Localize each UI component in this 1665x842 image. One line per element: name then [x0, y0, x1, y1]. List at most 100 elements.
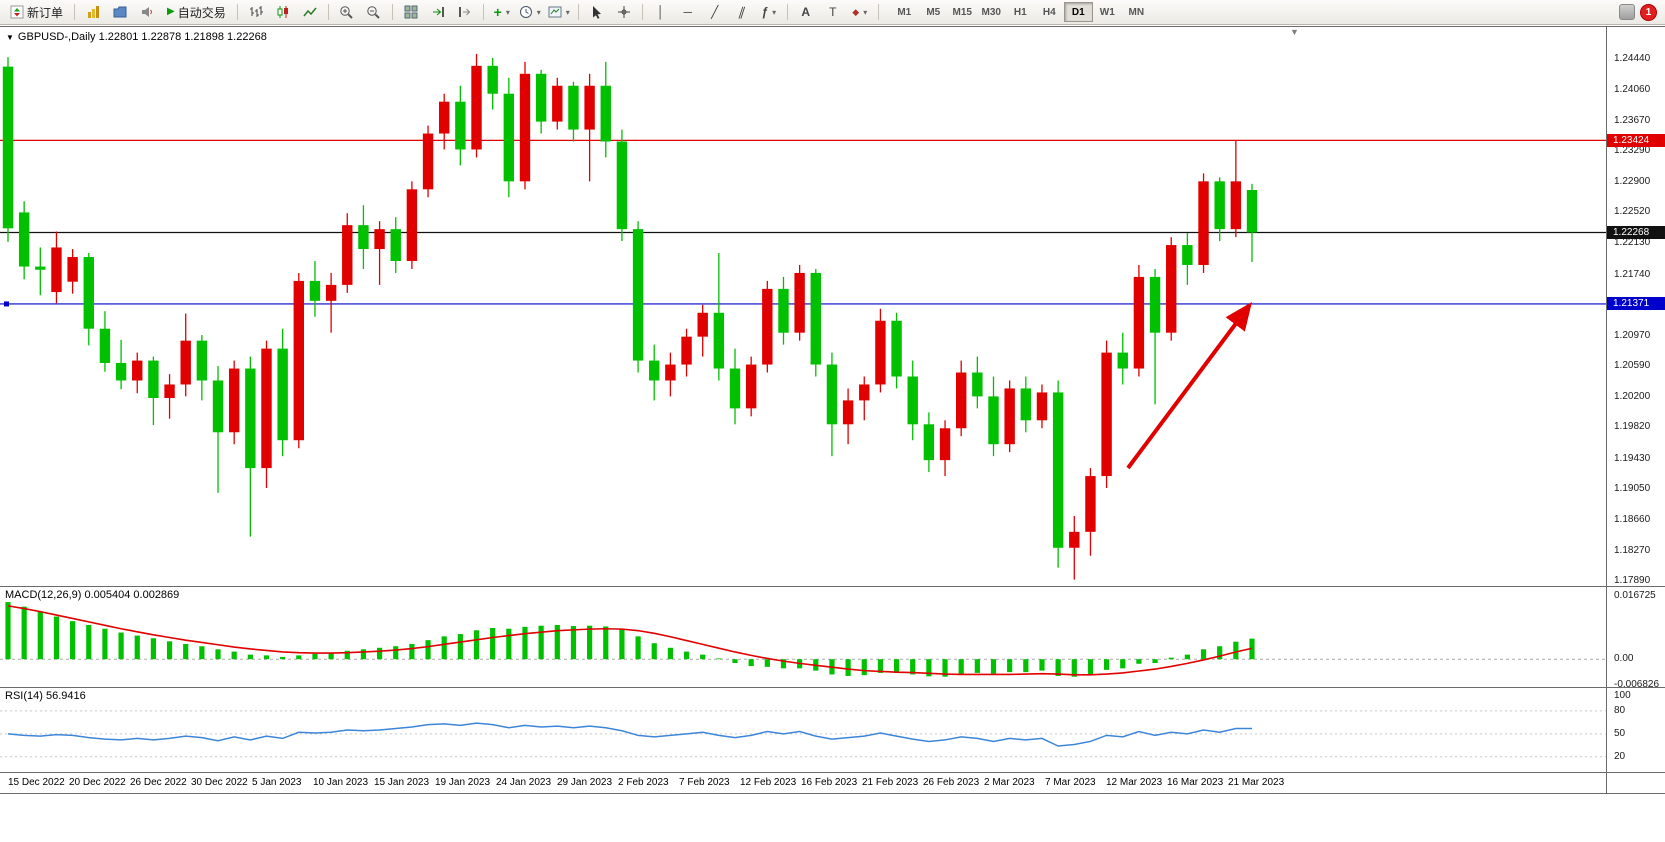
main-chart[interactable]: [0, 26, 1606, 586]
axis-label: 0.00: [1614, 653, 1634, 665]
support-line-price-label: 1.21371: [1607, 297, 1665, 311]
timeframe-button-w1[interactable]: W1: [1099, 6, 1115, 18]
rsi-label: RSI(14) 56.9416: [5, 690, 86, 702]
chart-shift-button[interactable]: [452, 1, 478, 23]
new-order-icon: [10, 5, 24, 19]
clock-icon: [519, 6, 532, 18]
bar-chart-icon: [88, 6, 100, 18]
top-toolbar: 新订单 ▶ 自动交易: [0, 0, 1665, 25]
bid-line-price-label: 1.22268: [1607, 225, 1665, 239]
timeframe-group: M1 M5 M15 M30 H1 H4 D1 W1 MN: [890, 2, 1151, 22]
timeframe-button-m30[interactable]: M30: [981, 6, 1001, 18]
toolbar-right: 1: [1619, 3, 1661, 21]
date-label: 21 Mar 2023: [1228, 777, 1285, 788]
axis-label: 50: [1614, 727, 1626, 739]
toolbar-separator: [327, 4, 329, 20]
axis-label: 100: [1614, 689, 1631, 701]
price-axis-separator: [1606, 26, 1607, 793]
price-axis[interactable]: 1.24440 1.24060 1.23670 1.23290 1.22900 1.225…: [1607, 0, 1665, 842]
speaker-icon: [142, 7, 153, 17]
axis-label: 1.17890: [1614, 575, 1651, 587]
arrows-tool-button[interactable]: ◆ ▾: [847, 1, 873, 23]
trendline-icon: ╱: [711, 5, 719, 19]
axis-label: 1.19820: [1614, 421, 1651, 433]
chevron-down-icon: ▾: [565, 7, 570, 17]
horizontal-line-icon: ─: [683, 5, 693, 19]
line-chart-mode-button[interactable]: [297, 1, 323, 23]
chevron-down-icon: ▾: [863, 7, 868, 17]
folder-icon: [113, 6, 127, 18]
pane-separator-macd[interactable]: [0, 586, 1665, 587]
periods-button[interactable]: ▾: [516, 1, 544, 23]
date-label: 21 Feb 2023: [862, 777, 919, 788]
text-tool-button[interactable]: A: [793, 1, 819, 23]
axis-label: 1.23670: [1614, 114, 1651, 126]
chart-shift-marker-icon[interactable]: ▼: [1290, 27, 1299, 37]
axis-label: 1.23290: [1614, 145, 1651, 157]
timeframe-button-h4[interactable]: H4: [1042, 6, 1056, 18]
date-label: 15 Dec 2022: [8, 777, 65, 788]
axis-label: 1.24060: [1614, 83, 1651, 95]
axis-label: 1.24440: [1614, 53, 1651, 65]
zoom-out-button[interactable]: [361, 1, 387, 23]
trendline-tool-button[interactable]: ╱: [702, 1, 728, 23]
play-icon: ▶: [167, 6, 175, 17]
timeframe-button-d1[interactable]: D1: [1063, 2, 1093, 22]
alerts-button[interactable]: [134, 1, 160, 23]
axis-label: 1.18660: [1614, 513, 1651, 525]
bar-chart-mode-button[interactable]: [243, 1, 269, 23]
new-chart-button[interactable]: [80, 1, 106, 23]
chart-frame-bottom: [0, 793, 1665, 794]
timeframe-button-mn[interactable]: MN: [1128, 6, 1145, 18]
date-label: 12 Mar 2023: [1106, 777, 1163, 788]
horizontal-line-tool-button[interactable]: ─: [675, 1, 701, 23]
date-label: 20 Dec 2022: [69, 777, 126, 788]
fibonacci-icon: ƒ: [761, 5, 769, 19]
pane-separator-dates: [0, 772, 1665, 773]
cursor-tool-button[interactable]: [584, 1, 610, 23]
pane-separator-rsi[interactable]: [0, 687, 1665, 688]
zoom-in-icon: [340, 5, 353, 19]
timeframe-button-m15[interactable]: M15: [952, 6, 972, 18]
template-chart-icon: [548, 6, 562, 18]
axis-label: 0.016725: [1614, 589, 1656, 601]
candlestick-icon: [277, 6, 288, 18]
indicators-button[interactable]: + ▾: [489, 1, 515, 23]
rsi-pane[interactable]: [0, 688, 1606, 772]
toolbar-separator: [877, 4, 879, 20]
macd-pane[interactable]: [0, 588, 1606, 687]
templates-button[interactable]: ▾: [545, 1, 573, 23]
new-order-button[interactable]: 新订单: [4, 1, 69, 23]
timeframe-button-m1[interactable]: M1: [897, 6, 912, 18]
collapse-triangle-icon: ▼: [6, 32, 14, 42]
channel-tool-button[interactable]: ∥: [729, 1, 755, 23]
toolbar-separator: [236, 4, 238, 20]
timeframe-button-m5[interactable]: M5: [926, 6, 941, 18]
ohlc-text: GBPUSD-,Daily 1.22801 1.22878 1.21898 1.…: [17, 31, 267, 43]
date-label: 24 Jan 2023: [496, 777, 552, 788]
toolbar-separator: [577, 4, 579, 20]
time-axis[interactable]: 15 Dec 2022 20 Dec 2022 26 Dec 2022 30 Dec …: [0, 774, 1606, 793]
timeframe-button-h1[interactable]: H1: [1013, 6, 1027, 18]
text-icon: A: [801, 5, 811, 19]
zoom-in-button[interactable]: [334, 1, 360, 23]
tray-icon[interactable]: [1619, 4, 1635, 20]
cursor-icon: [593, 6, 602, 19]
crosshair-tool-button[interactable]: [611, 1, 637, 23]
new-order-label: 新订单: [27, 5, 64, 20]
fibonacci-tool-button[interactable]: ƒ ▾: [756, 1, 782, 23]
zoom-out-icon: [367, 5, 380, 19]
auto-scroll-button[interactable]: [425, 1, 451, 23]
chevron-down-icon: ▾: [536, 7, 541, 17]
vertical-line-tool-button[interactable]: │: [648, 1, 674, 23]
indicators-plus-icon: +: [493, 4, 502, 20]
axis-label: 1.21740: [1614, 268, 1651, 280]
notification-badge[interactable]: 1: [1640, 3, 1657, 21]
tile-windows-button[interactable]: [398, 1, 424, 23]
toolbar-separator: [74, 4, 76, 20]
profiles-button[interactable]: [107, 1, 133, 23]
axis-label: 1.22900: [1614, 176, 1651, 188]
label-tool-button[interactable]: T: [820, 1, 846, 23]
candlestick-mode-button[interactable]: [270, 1, 296, 23]
auto-trading-button[interactable]: ▶ 自动交易: [161, 1, 232, 23]
